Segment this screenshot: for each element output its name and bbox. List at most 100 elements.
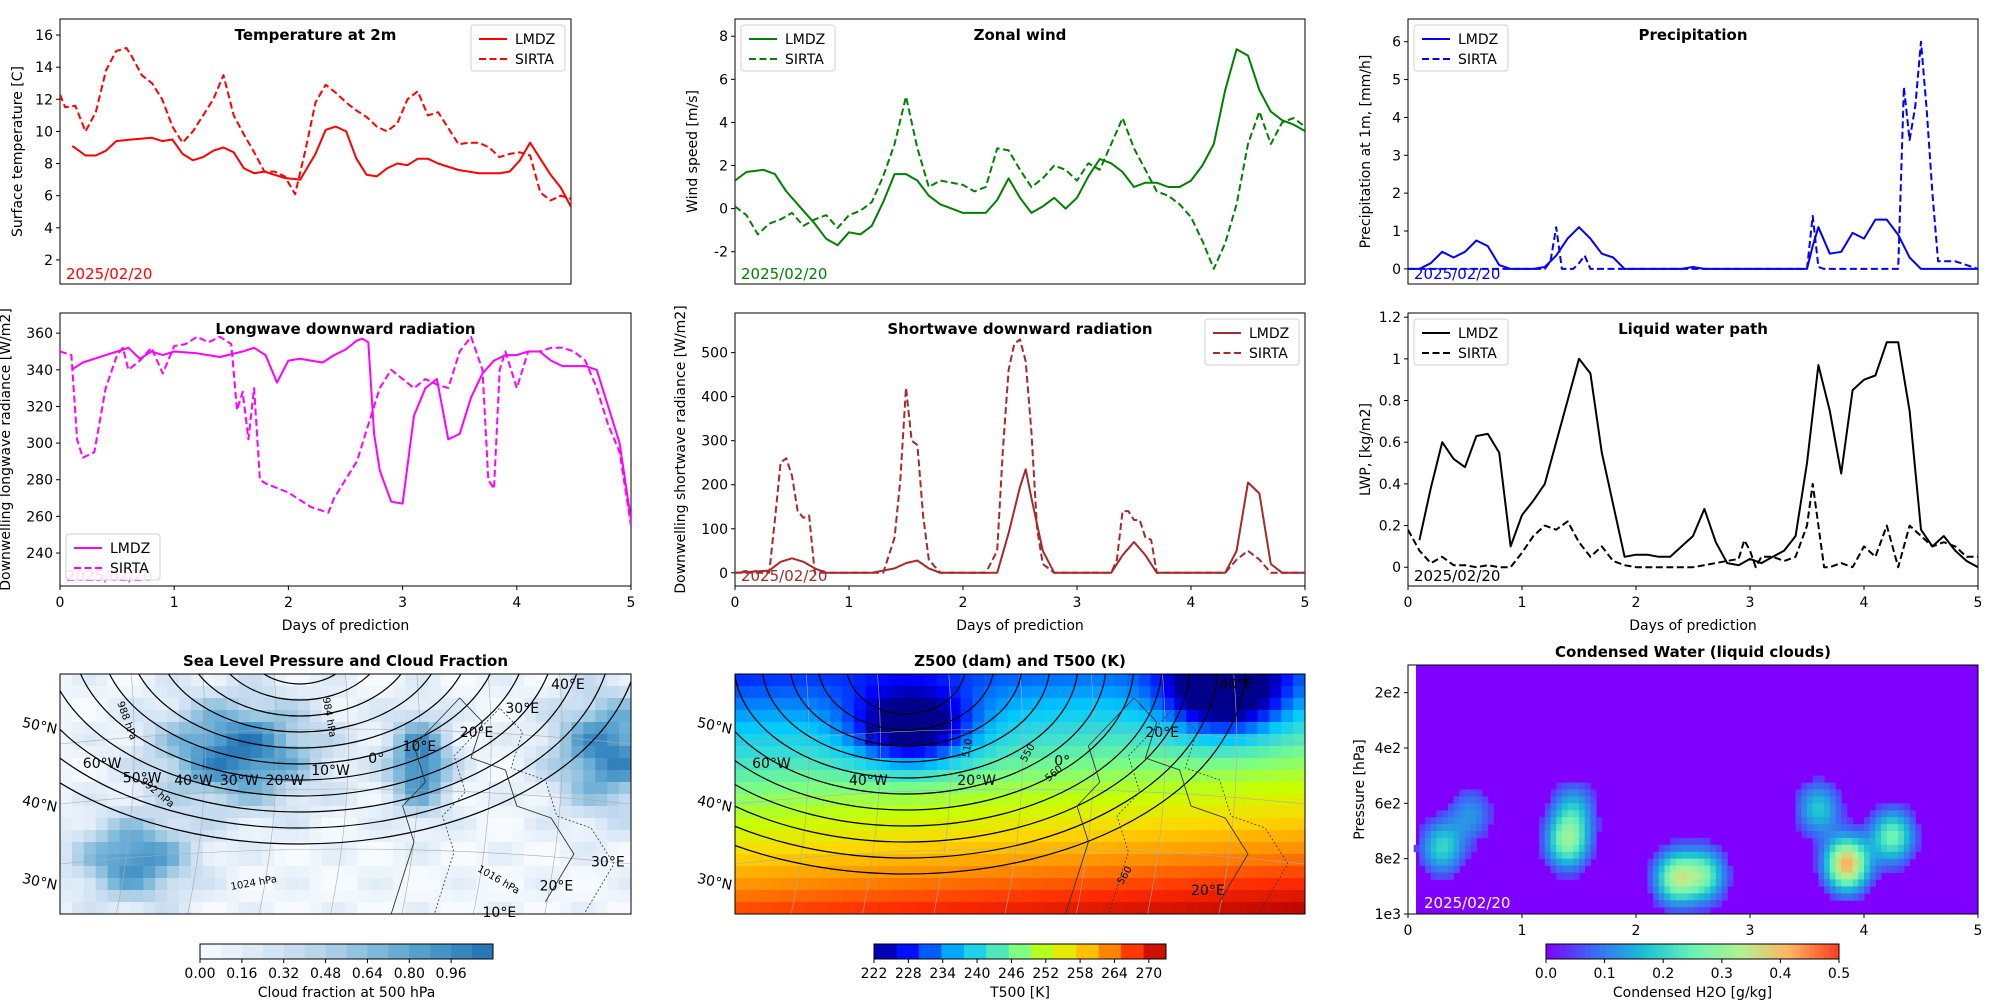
field-cell [428, 710, 442, 723]
lon-label: 20°E [460, 725, 494, 741]
heatmap-cell [1710, 872, 1717, 880]
field-cell [535, 794, 549, 807]
field-cell [913, 698, 926, 711]
heatmap-cell [1681, 886, 1688, 894]
field-cell [464, 890, 477, 903]
heatmap-cell [1653, 900, 1660, 908]
field-cell [901, 878, 914, 891]
field-cell [1008, 698, 1021, 711]
field-cell [547, 782, 561, 795]
colorbar-cell [1663, 944, 1669, 959]
heatmap-cell [1903, 858, 1911, 867]
chart-title: Condensed Water (liquid clouds) [1555, 643, 1831, 661]
field-cell [1198, 722, 1211, 735]
field-cell [369, 854, 382, 867]
colorbar-cell [1746, 944, 1752, 959]
field-cell [865, 710, 879, 723]
field-cell [1293, 854, 1305, 867]
field-cell [571, 878, 584, 891]
field-cell [286, 890, 299, 903]
field-cell [925, 830, 938, 843]
field-cell [190, 734, 204, 747]
heatmap-cell [1812, 831, 1819, 839]
field-cell [619, 794, 631, 807]
x-tick-label: 0 [1404, 923, 1413, 939]
heatmap-cell [1465, 824, 1472, 832]
field-cell [936, 806, 950, 819]
field-cell [1138, 698, 1152, 711]
field-cell [369, 698, 382, 711]
field-cell [1257, 758, 1270, 771]
heatmap-cell [1801, 782, 1808, 790]
field-cell [758, 674, 772, 687]
graticule-parallel [60, 848, 631, 865]
colorbar-cell [1692, 944, 1698, 959]
field-cell [1245, 806, 1259, 819]
heatmap-cell [1687, 900, 1694, 908]
y-tick-label: 0 [1392, 560, 1401, 576]
heatmap-cell [1710, 900, 1717, 908]
field-cell [190, 818, 204, 831]
graticule-meridian [258, 674, 278, 914]
field-cell [1055, 674, 1069, 687]
field-cell [547, 746, 561, 759]
heatmap-cell [1670, 907, 1677, 914]
heatmap-cell [1852, 865, 1859, 873]
field-cell [936, 710, 950, 723]
colorbar-cell [1546, 944, 1552, 959]
field-cell [95, 866, 109, 879]
field-cell [226, 794, 239, 807]
series-group [1408, 341, 1978, 569]
field-cell [60, 794, 73, 807]
field-cell [71, 710, 85, 723]
heatmap-cell [1681, 851, 1688, 860]
field-cell [996, 710, 1009, 723]
field-cell [936, 842, 950, 855]
field-cell [853, 794, 867, 807]
field-cell [333, 710, 347, 723]
field-cell [559, 890, 573, 903]
y-axis-label: Downwelling shortwave radiance [W/m2] [673, 305, 689, 593]
heatmap-cell [1675, 907, 1683, 914]
legend-label: LMDZ [110, 541, 150, 557]
field-cell [806, 782, 819, 795]
field-cell [83, 734, 97, 747]
field-cell [179, 866, 192, 879]
field-cell [841, 674, 855, 687]
field-cell [297, 698, 311, 711]
field-cell [1210, 782, 1223, 795]
field-cell [948, 878, 962, 891]
field-cell [500, 758, 513, 771]
heatmap-cell [1544, 817, 1551, 825]
field-cell [345, 698, 358, 711]
heatmap-cell [1852, 837, 1859, 846]
field-cell [583, 746, 596, 759]
heatmap-cell [1561, 865, 1569, 873]
field-cell [607, 806, 620, 819]
field-cell [571, 722, 584, 735]
heatmap-cell [1892, 803, 1899, 811]
lon-label: 40°E [1220, 677, 1254, 693]
field-cell [500, 842, 513, 855]
field-cell [913, 722, 926, 735]
field-cell [1174, 746, 1187, 759]
field-cell [1138, 710, 1152, 723]
colorbar-cell [1804, 944, 1811, 959]
field-cell [500, 806, 513, 819]
heatmap-cell [1647, 879, 1654, 887]
colorbar-cell [325, 944, 347, 959]
heatmap-cell [1835, 817, 1842, 825]
heatmap-cell [1841, 872, 1848, 880]
series-line-lmdz [1418, 341, 1978, 569]
heatmap-cell [1852, 851, 1859, 860]
x-tick-label: 4 [1860, 595, 1869, 611]
heatmap-cell [1539, 851, 1546, 860]
heatmap-cell [1584, 851, 1591, 860]
field-cell [535, 746, 549, 759]
field-cell [960, 722, 974, 735]
field-cell [770, 770, 784, 783]
field-cell [1293, 758, 1305, 771]
field-cell [984, 830, 997, 843]
field-cell [1020, 710, 1033, 723]
field-cell [1293, 698, 1305, 711]
